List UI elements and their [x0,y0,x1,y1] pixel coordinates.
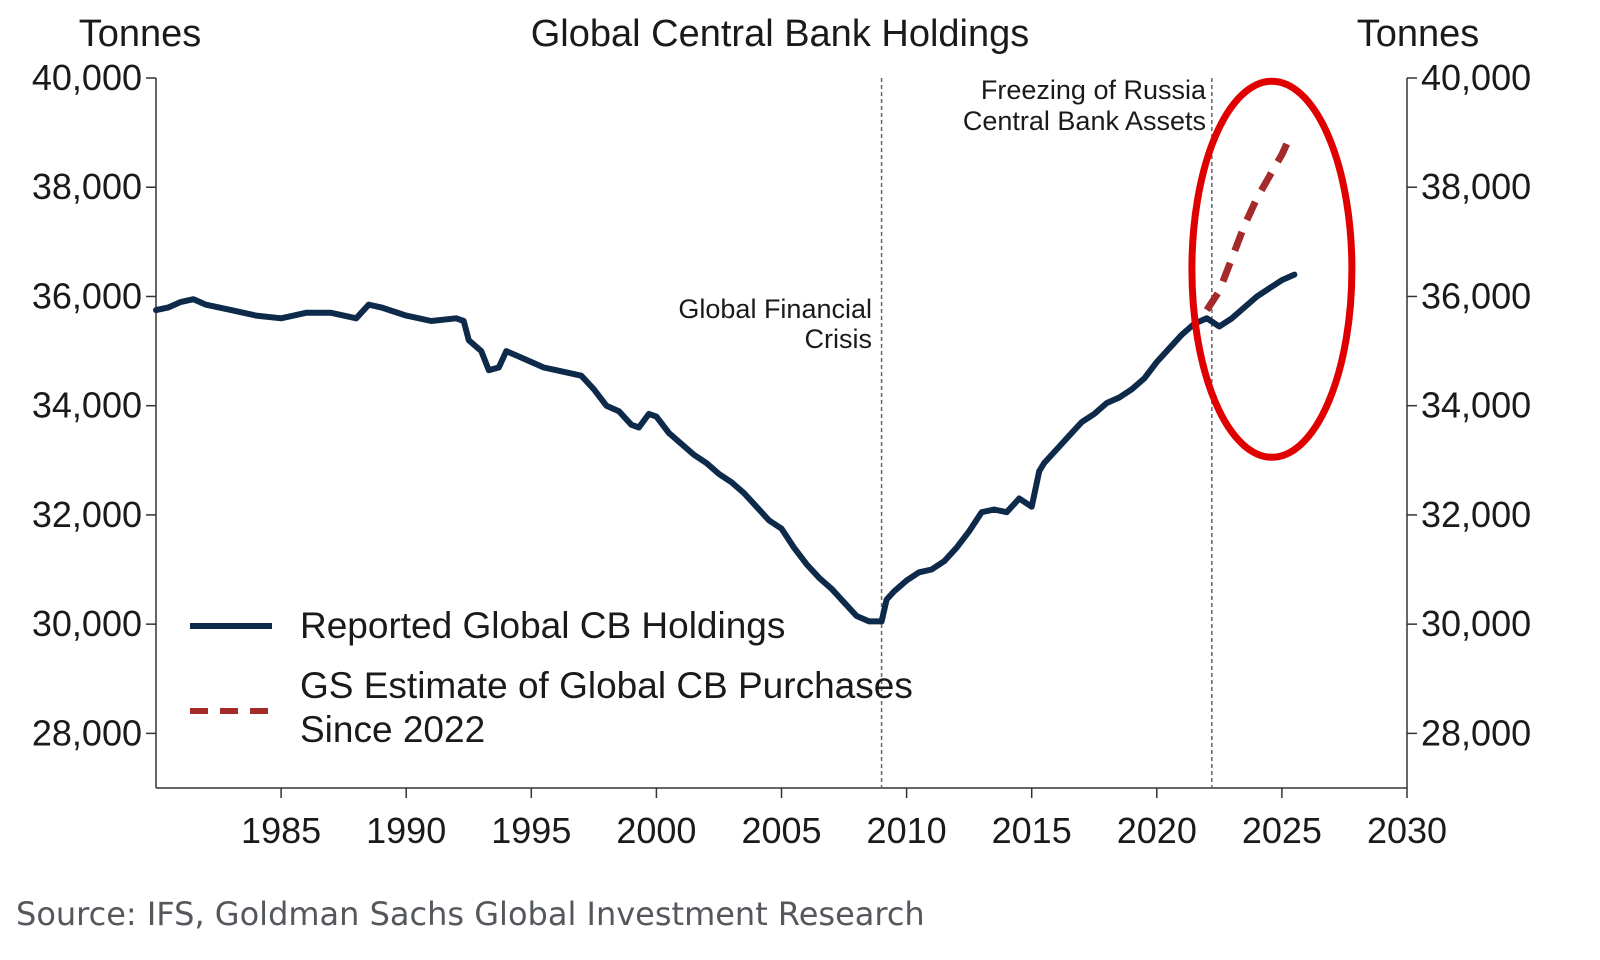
annotation-russia-line2: Central Bank Assets [963,106,1206,136]
annotation-gfc-line1: Global Financial [678,294,872,324]
y-tick-label-left: 34,000 [32,385,142,426]
y-tick-label-right: 36,000 [1421,275,1531,316]
legend: Reported Global CB Holdings GS Estimate … [190,605,913,750]
y-tick-label-right: 34,000 [1421,385,1531,426]
gs-estimate-line [1203,136,1293,313]
y-tick-label-left: 28,000 [32,712,142,753]
x-tick-label: 2015 [992,810,1072,851]
chart-title: Global Central Bank Holdings [531,13,1030,55]
annotation-gfc-line2: Crisis [805,324,873,354]
x-tick-label: 2010 [867,810,947,851]
tick-labels: 28,000 28,000 30,000 30,000 32,000 32,000 34,0… [32,57,1531,851]
x-tick-label: 2020 [1117,810,1197,851]
right-axis-unit: Tonnes [1357,13,1480,55]
y-tick-label-left: 40,000 [32,57,142,98]
event-lines [880,78,1213,788]
y-tick-label-left: 36,000 [32,275,142,316]
left-axis-unit: Tonnes [79,13,202,55]
series-lines [153,136,1298,625]
x-tick-label: 1985 [241,810,321,851]
y-tick-label-right: 38,000 [1421,166,1531,207]
y-tick-label-right: 32,000 [1421,494,1531,535]
x-tick-label: 2025 [1242,810,1322,851]
y-tick-label-left: 32,000 [32,494,142,535]
y-tick-label-left: 38,000 [32,166,142,207]
x-tick-label: 1990 [366,810,446,851]
x-tick-label: 2000 [616,810,696,851]
reported-holdings-line [153,271,1298,625]
x-tick-label: 1995 [491,810,571,851]
source-note: Source: IFS, Goldman Sachs Global Invest… [16,895,925,933]
y-tick-label-right: 40,000 [1421,57,1531,98]
y-tick-label-right: 28,000 [1421,712,1531,753]
legend-label-reported: Reported Global CB Holdings [300,605,785,646]
highlight-ellipse [1188,77,1356,461]
y-tick-label-left: 30,000 [32,603,142,644]
annotation-russia-line1: Freezing of Russia [981,75,1207,105]
y-tick-label-right: 30,000 [1421,603,1531,644]
tick-marks [146,77,1417,798]
x-tick-label: 2030 [1367,810,1447,851]
legend-label-gs-estimate-line2: Since 2022 [300,709,485,750]
legend-label-gs-estimate-line1: GS Estimate of Global CB Purchases [300,665,913,706]
x-tick-label: 2005 [741,810,821,851]
